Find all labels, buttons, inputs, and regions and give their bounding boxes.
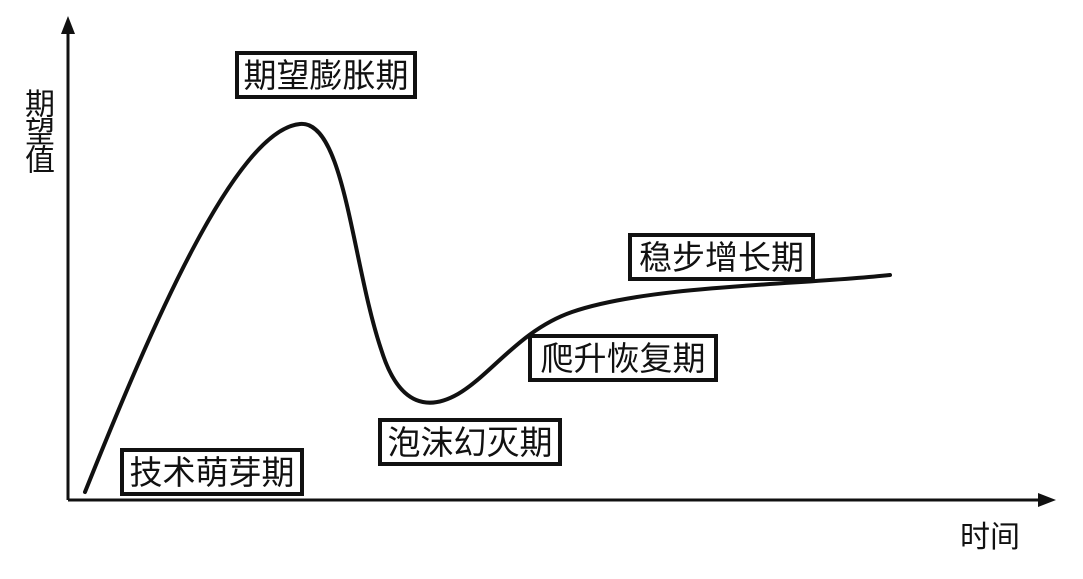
phase-label-slope: 爬升恢复期 [528,334,718,382]
phase-label-plateau: 稳步增长期 [628,233,815,281]
phase-label-trigger: 技术萌芽期 [120,448,304,496]
x-axis-arrow-icon [1038,493,1056,507]
x-axis-label: 时间 [960,520,1020,555]
hype-curve [83,121,892,494]
y-axis-arrow-icon [61,16,75,34]
y-axis-label: 期望值 [19,88,54,172]
phase-label-peak: 期望膨胀期 [235,51,417,99]
phase-label-trough: 泡沫幻灭期 [378,418,562,466]
